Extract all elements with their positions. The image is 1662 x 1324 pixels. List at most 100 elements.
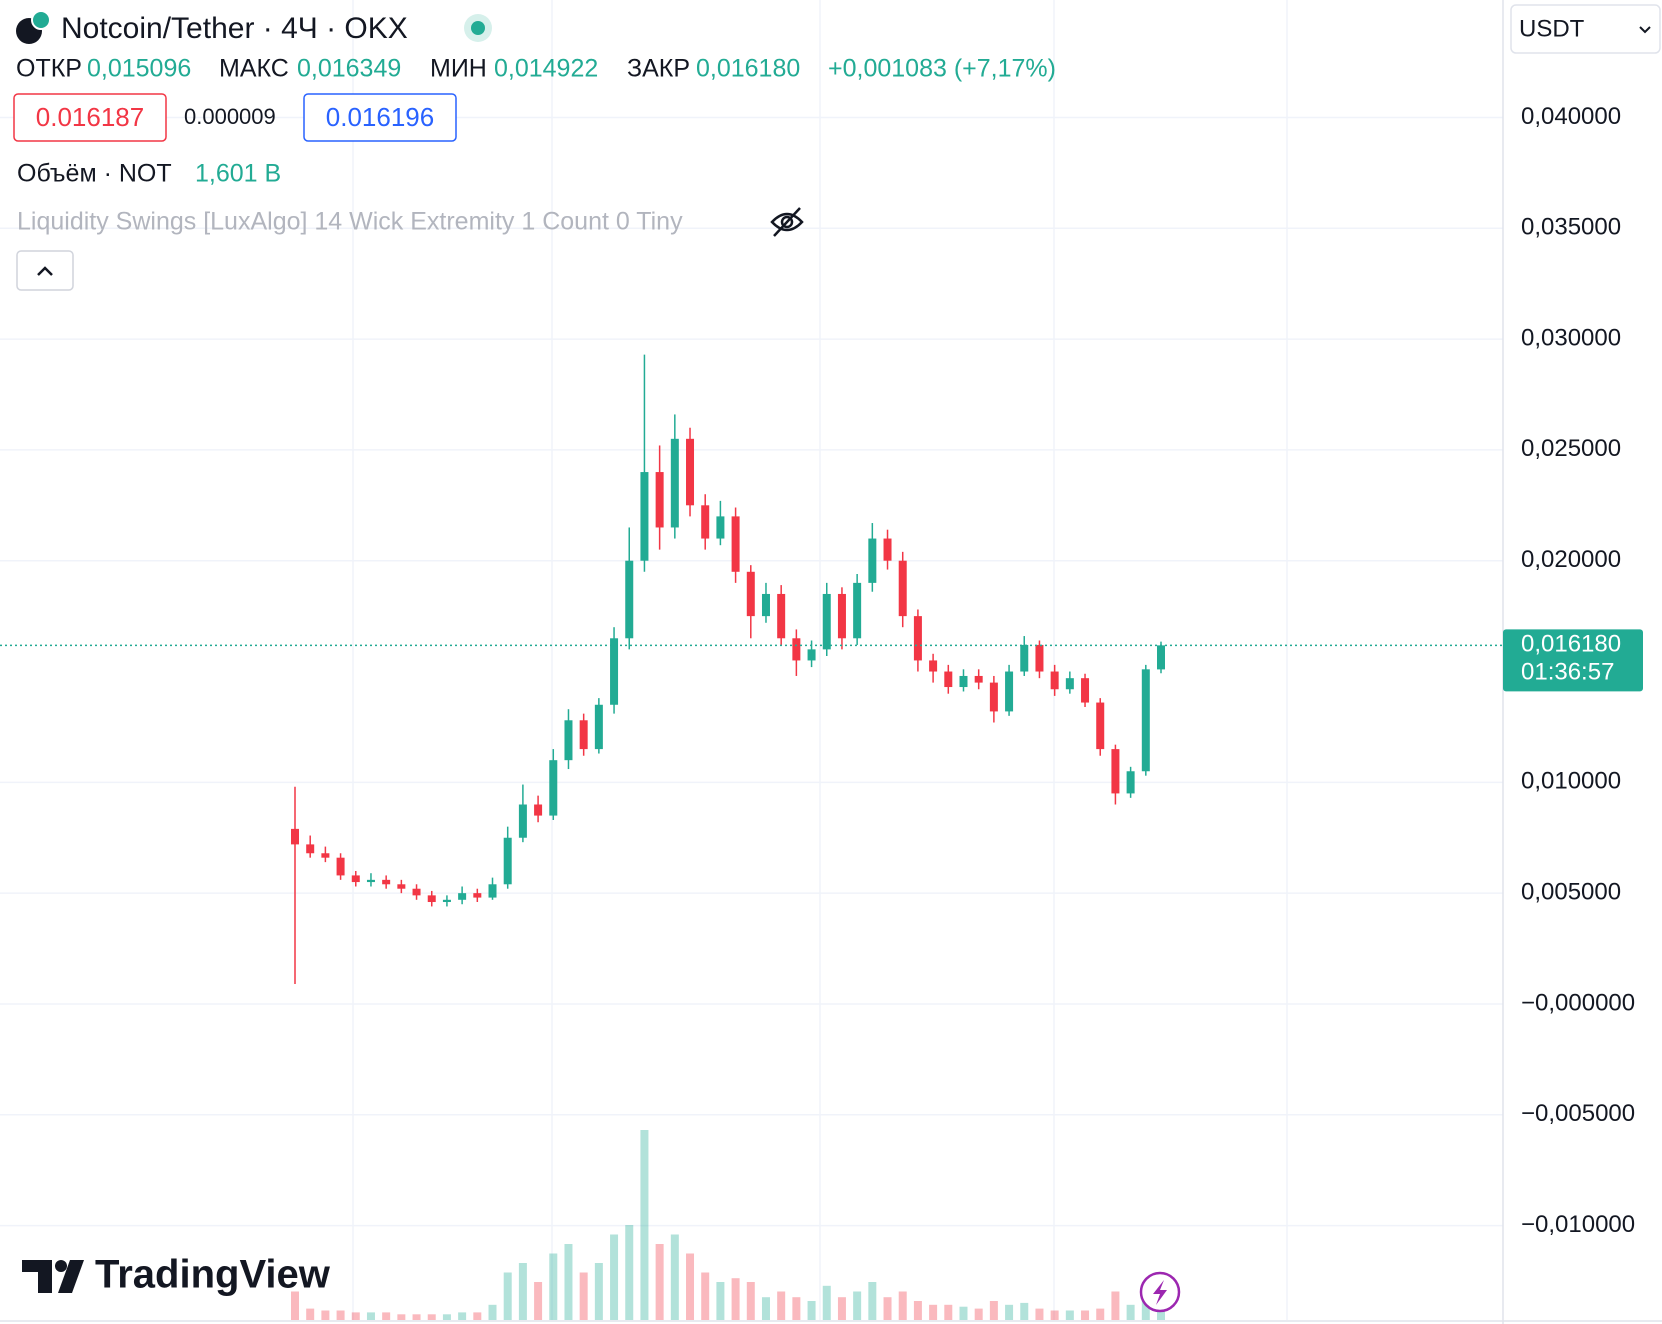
volume-bar (1005, 1304, 1014, 1320)
candle-body (670, 438, 679, 528)
volume-bar (382, 1312, 391, 1320)
volume-bar (564, 1244, 573, 1320)
candle-body (1126, 771, 1135, 794)
candle-body (549, 760, 558, 816)
volume-bar (427, 1314, 436, 1320)
volume (291, 1130, 1165, 1320)
collapse-button[interactable] (16, 250, 74, 291)
volume-bar (1020, 1302, 1029, 1320)
sell-button[interactable] (13, 93, 167, 142)
dropdown-arrow (1639, 26, 1651, 34)
symbol-title: Notcoin/Tether · 4Ч · OKX (61, 12, 408, 45)
volume-bar (898, 1291, 907, 1320)
buy-button[interactable] (303, 93, 457, 142)
candle-body (610, 638, 619, 705)
candle-body (579, 720, 588, 750)
volume-bar (701, 1272, 710, 1320)
y-tick-label: 0,005000 (1521, 878, 1621, 905)
volume-bar (610, 1234, 619, 1320)
volume-bar (974, 1308, 983, 1320)
volume-bar (518, 1263, 527, 1320)
time-grid (352, 0, 1288, 1320)
volume-bar (1065, 1310, 1074, 1320)
candle-body (625, 560, 634, 639)
hide-icon[interactable] (770, 207, 804, 237)
candle-body (1035, 644, 1044, 672)
candle-body (321, 853, 330, 858)
candle-body (1050, 671, 1059, 690)
volume-bar (883, 1297, 892, 1320)
candle-body (853, 582, 862, 639)
ohlc-label: ЗАКР (627, 55, 690, 83)
y-tick-label: −0,010000 (1521, 1211, 1635, 1238)
volume-bar (625, 1225, 634, 1320)
volume-bar (321, 1310, 330, 1320)
volume-bar (1081, 1310, 1090, 1320)
candles (291, 354, 1165, 985)
candle-body (351, 875, 360, 883)
volume-bar (1050, 1310, 1059, 1320)
volume-bar (458, 1312, 467, 1320)
volume-bar (746, 1282, 755, 1320)
candle-body (564, 720, 573, 761)
candle-body (701, 505, 710, 539)
candle-body (883, 538, 892, 561)
candle-body (807, 649, 816, 661)
candle-body (959, 675, 968, 688)
currency-select[interactable] (1510, 4, 1661, 54)
last-price-label: 0,016180 (1521, 631, 1621, 658)
candle-body (792, 638, 801, 661)
candle-body (397, 884, 406, 889)
volume-bar (549, 1253, 558, 1320)
volume-bar (306, 1308, 315, 1320)
ohlc-value: 0,014922 (494, 55, 598, 83)
ohlc-label: МИН (430, 55, 487, 83)
candle-body (458, 893, 467, 900)
candle-body (306, 844, 315, 854)
candle-body (291, 828, 299, 845)
y-tick-label: 0,030000 (1521, 324, 1621, 351)
brand-name: TradingView (95, 1253, 331, 1297)
candle-body (336, 857, 345, 876)
candle-body (1081, 678, 1090, 703)
volume-bar (291, 1291, 299, 1320)
candle-body (1020, 644, 1029, 672)
y-tick-label: 0,010000 (1521, 768, 1621, 795)
ohlc-value: 0,015096 (87, 55, 191, 83)
y-tick-label: 0,035000 (1521, 214, 1621, 241)
volume-bar (837, 1297, 846, 1320)
candle-body (503, 837, 512, 885)
volume-bar (655, 1244, 664, 1320)
candle-body (898, 560, 907, 617)
volume-bar (807, 1301, 816, 1320)
candle-body (488, 884, 497, 898)
candle-body (473, 893, 482, 898)
volume-bar (594, 1263, 603, 1320)
candle-body (716, 516, 725, 539)
ohlc-label: МАКС (219, 55, 289, 83)
currency: USDT (1519, 15, 1585, 42)
candle-body (837, 593, 846, 639)
price-axis: 0,040000 0,035000 0,030000 0,025000 0,020000… (1521, 103, 1635, 1238)
candle-body (594, 704, 603, 750)
ohlc-label: ОТКР (16, 55, 82, 83)
volume-bar (366, 1312, 375, 1320)
candle-body (427, 895, 436, 903)
candle-body (412, 888, 421, 896)
grid (0, 116, 1503, 1227)
candle-body (686, 438, 695, 506)
volume-bar (351, 1312, 360, 1320)
candle-body (731, 516, 740, 572)
volume-bar (929, 1304, 938, 1320)
volume-bar (670, 1234, 679, 1320)
volume-bar (1111, 1291, 1120, 1320)
y-tick-label: −0,005000 (1521, 1100, 1635, 1127)
candle-body (746, 571, 755, 617)
candle-body (518, 804, 527, 838)
status-dot (471, 21, 485, 35)
flash-icon (1153, 1280, 1167, 1305)
candle-body (442, 899, 451, 903)
candle-body (944, 671, 953, 688)
candle-body (929, 660, 938, 672)
volume-bar (503, 1272, 512, 1320)
